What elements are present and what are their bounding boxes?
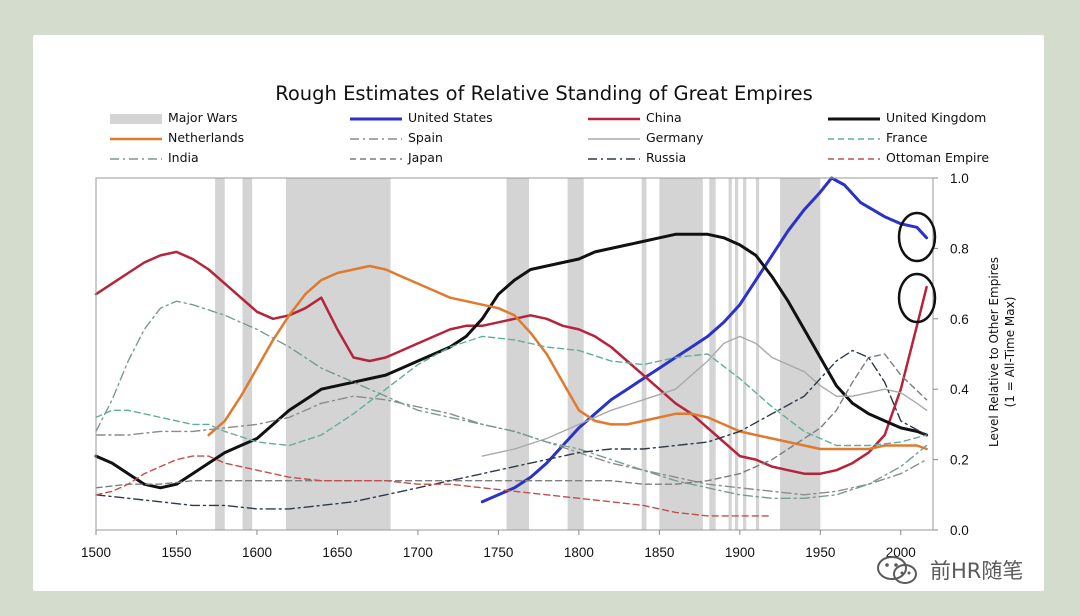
wechat-icon — [877, 556, 917, 584]
x-tick-label-1500: 1500 — [81, 545, 111, 560]
war-band-12 — [755, 178, 760, 530]
x-tick-label-1700: 1700 — [403, 545, 433, 560]
legend-label-major-wars: Major Wars — [168, 110, 238, 125]
y-tick-label-0.8: 0.8 — [950, 241, 969, 256]
annotation-circle-united-states — [897, 211, 937, 263]
war-band-3 — [285, 178, 391, 530]
x-tick-label-1600: 1600 — [242, 545, 272, 560]
y-tick-label-0.6: 0.6 — [950, 312, 969, 327]
legend-label-ottoman-empire: Ottoman Empire — [886, 150, 990, 165]
annotation-circle-china — [897, 272, 937, 324]
legend-label-india: India — [168, 150, 199, 165]
x-tick-label-1800: 1800 — [564, 545, 594, 560]
y-axis-title: Level Relative to Other Empires (1 = All… — [986, 257, 1018, 447]
series-line-france — [95, 335, 928, 447]
war-band-8 — [709, 178, 716, 530]
x-tick-label-1900: 1900 — [725, 545, 755, 560]
series-line-united-states — [480, 176, 929, 504]
legend-label-china: China — [646, 110, 682, 125]
series-line-japan — [95, 353, 928, 489]
war-band-11 — [743, 178, 747, 530]
x-tick-label-1550: 1550 — [161, 545, 191, 560]
chart-card — [33, 35, 1044, 591]
series-line-netherlands — [207, 264, 928, 451]
chart-title: Rough Estimates of Relative Standing of … — [275, 82, 813, 105]
legend-label-united-kingdom: United Kingdom — [886, 110, 987, 125]
series-line-spain — [95, 395, 928, 496]
y-tick-label-1.0: 1.0 — [950, 171, 969, 186]
series-line-united-kingdom — [94, 232, 929, 490]
war-band-9 — [728, 178, 732, 530]
y-axis-title-line1: Level Relative to Other Empires — [987, 257, 1001, 447]
legend-label-france: France — [886, 130, 928, 145]
war-band-10 — [735, 178, 739, 530]
y-tick-label-0.2: 0.2 — [950, 453, 969, 468]
watermark-text: 前HR随笔 — [930, 559, 1024, 583]
x-tick-label-1950: 1950 — [805, 545, 835, 560]
series-line-india — [95, 300, 928, 499]
legend-label-japan: Japan — [408, 150, 443, 165]
series-line-ottoman-empire — [95, 455, 773, 517]
war-band-6 — [641, 178, 647, 530]
y-tick-label-0.4: 0.4 — [950, 382, 969, 397]
x-tick-label-1850: 1850 — [644, 545, 674, 560]
x-tick-label-1750: 1750 — [483, 545, 513, 560]
legend-label-germany: Germany — [646, 130, 704, 145]
legend-label-spain: Spain — [408, 130, 443, 145]
war-band-1 — [215, 178, 225, 530]
legend-label-netherlands: Netherlands — [168, 130, 245, 145]
legend-label-russia: Russia — [646, 150, 687, 165]
series-line-germany — [481, 335, 928, 457]
series-line-russia — [95, 349, 928, 510]
x-tick-label-1650: 1650 — [322, 545, 352, 560]
war-band-5 — [567, 178, 584, 530]
plot-border — [95, 177, 934, 531]
war-band-13 — [780, 178, 821, 530]
y-axis-title-line2: (1 = All-Time Max) — [1003, 296, 1017, 408]
war-band-2 — [242, 178, 253, 530]
watermark: 前HR随笔 — [872, 553, 1052, 587]
legend-label-united-states: United States — [408, 110, 493, 125]
y-tick-label-0.0: 0.0 — [950, 523, 969, 538]
war-band-4 — [506, 178, 529, 530]
series-line-china — [94, 250, 928, 475]
